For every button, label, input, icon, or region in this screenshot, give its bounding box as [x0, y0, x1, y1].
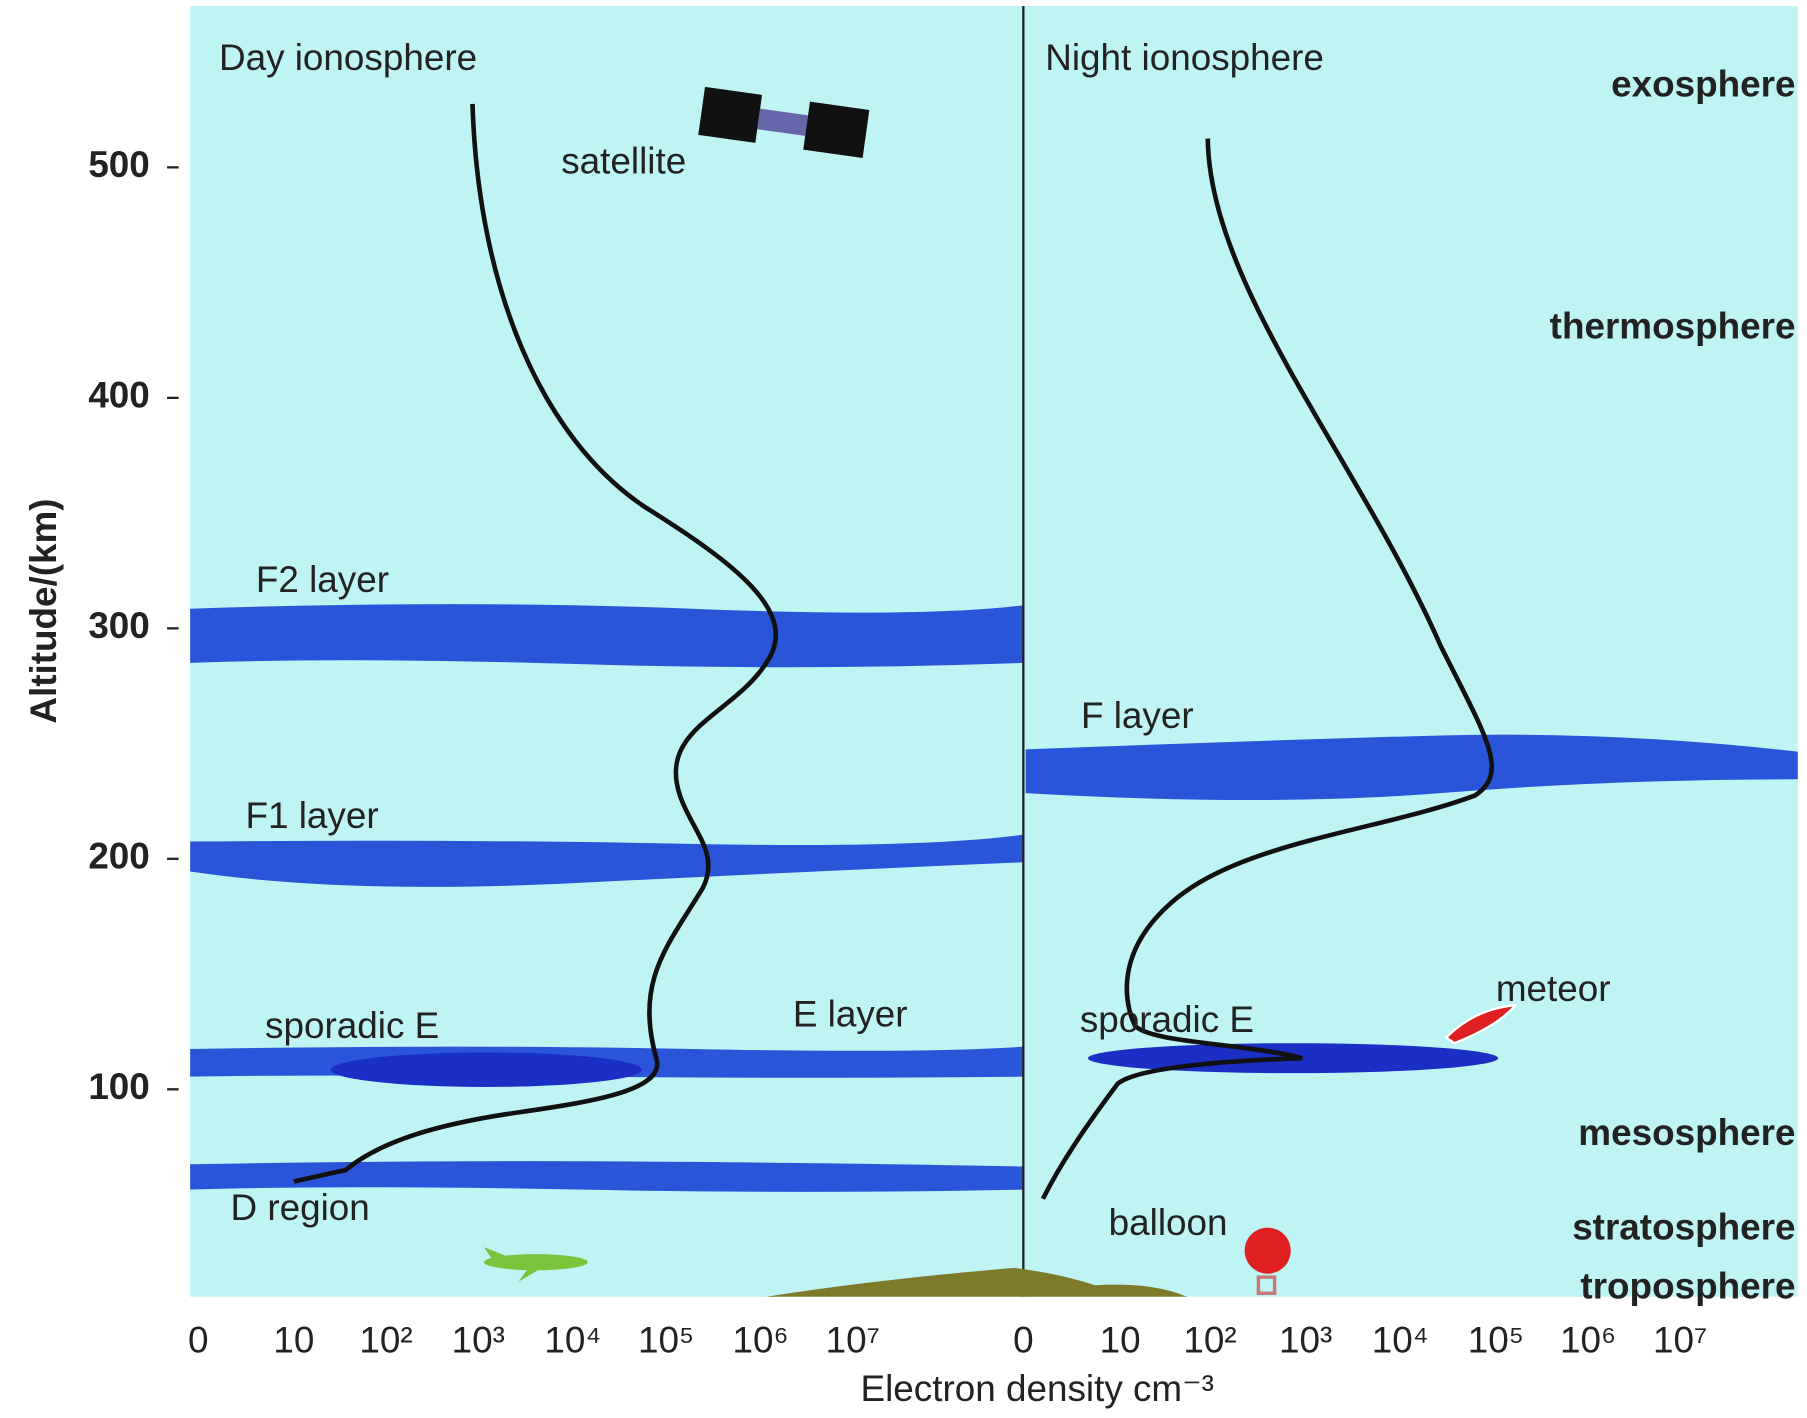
airplane-icon [484, 1247, 588, 1282]
night-profile [1040, 138, 1494, 1200]
region-label: stratosphere [1572, 1207, 1795, 1248]
x-tick-label: 0 [188, 1320, 209, 1361]
region-label: thermosphere [1550, 305, 1796, 346]
x-tick-label: 10⁶ [733, 1320, 789, 1361]
y-tick-label: 100 [88, 1066, 150, 1107]
x-tick-label: 10⁷ [826, 1320, 880, 1361]
x-tick-label: 10⁶ [1560, 1320, 1616, 1361]
x-tick-label: 10⁵ [638, 1320, 694, 1361]
region-label: troposphere [1580, 1265, 1795, 1306]
panel-title: Day ionosphere [219, 37, 477, 78]
x-tick-label: 10⁵ [1468, 1320, 1524, 1361]
sporadic-e-day [330, 1052, 642, 1087]
x-tick-label: 10² [359, 1320, 412, 1361]
x-tick-label: 10⁴ [544, 1320, 601, 1361]
meteor-icon [1444, 1003, 1519, 1045]
y-tick-label: 400 [88, 375, 150, 416]
layer-label: sporadic E [1080, 999, 1254, 1040]
object-label: balloon [1109, 1202, 1228, 1243]
region-label: exosphere [1611, 63, 1795, 104]
object-label: meteor [1496, 968, 1611, 1009]
f2-band [190, 604, 1024, 668]
y-tick-label: 500 [88, 144, 150, 185]
y-axis-label: Altitude/(km) [23, 498, 64, 723]
satellite-icon [698, 86, 870, 158]
layer-label: D region [230, 1187, 369, 1228]
d-band [190, 1161, 1024, 1192]
layer-label: sporadic E [265, 1005, 439, 1046]
x-tick-label: 10³ [1279, 1320, 1332, 1361]
region-label: mesosphere [1578, 1112, 1795, 1153]
x-tick-label: 10 [273, 1320, 314, 1361]
f1-band [190, 834, 1024, 887]
generated: 100 200 300 400 500 0 10 10² 10³ 10⁴ 10⁵ 10⁶ 10⁷ 0 10 1… [88, 63, 1795, 1360]
balloon-icon [1244, 1227, 1291, 1296]
x-tick-label: 0 [1013, 1320, 1034, 1361]
x-tick-label: 10² [1183, 1320, 1236, 1361]
x-tick-label: 10⁷ [1653, 1320, 1707, 1361]
object-label: satellite [561, 141, 686, 182]
x-tick-label: 10⁴ [1372, 1320, 1429, 1361]
panel-title: Night ionosphere [1045, 37, 1324, 78]
day-profile [293, 103, 778, 1184]
x-axis-label: Electron density cm⁻³ [861, 1368, 1214, 1409]
layer-label: F layer [1081, 695, 1194, 736]
y-tick-label: 200 [88, 836, 150, 877]
y-tick-label: 300 [88, 605, 150, 646]
layer-label: F1 layer [245, 795, 378, 836]
layer-label: E layer [793, 993, 908, 1034]
f-band [1025, 734, 1798, 801]
x-tick-label: 10³ [452, 1320, 505, 1361]
layer-label: F2 layer [256, 559, 389, 600]
x-tick-label: 10 [1100, 1320, 1141, 1361]
ground [766, 1267, 1187, 1297]
